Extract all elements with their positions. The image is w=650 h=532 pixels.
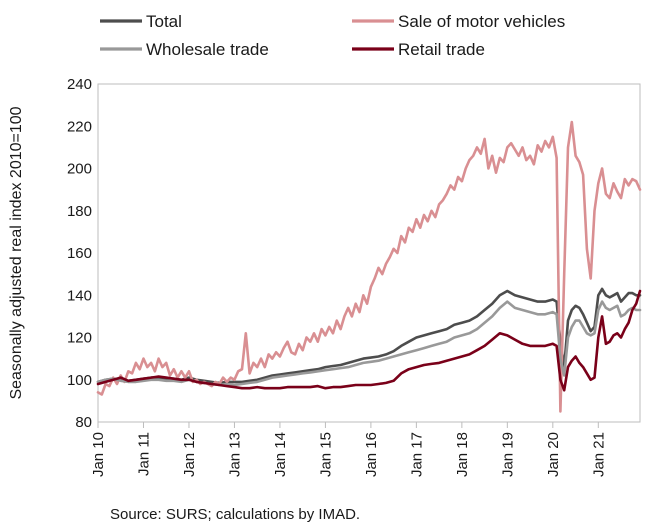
x-tick-label: Jan 14 xyxy=(272,432,289,477)
y-tick-label: 220 xyxy=(67,118,92,135)
x-tick-label: Jan 21 xyxy=(590,432,607,477)
x-tick-label: Jan 10 xyxy=(90,432,107,477)
legend-label: Sale of motor vehicles xyxy=(398,12,565,31)
x-tick-label: Jan 13 xyxy=(226,432,243,477)
y-axis-title: Seasonally adjusted real index 2010=100 xyxy=(8,106,25,399)
y-tick-label: 120 xyxy=(67,330,92,347)
y-tick-label: 200 xyxy=(67,161,92,178)
y-tick-label: 240 xyxy=(67,76,92,93)
x-tick-label: Jan 11 xyxy=(135,432,152,476)
x-tick-label: Jan 12 xyxy=(181,432,198,477)
plot-area-frame xyxy=(97,83,641,423)
series-line-total xyxy=(96,287,642,385)
x-tick-label: Jan 19 xyxy=(499,432,516,477)
x-tick-label: Jan 17 xyxy=(408,432,425,477)
x-tick-label: Jan 15 xyxy=(317,432,334,477)
x-tick-label: Jan 18 xyxy=(454,432,471,477)
series-line-retail-trade xyxy=(96,289,642,392)
legend-label: Retail trade xyxy=(398,40,485,59)
legend-label: Total xyxy=(146,12,182,31)
y-tick-label: 100 xyxy=(67,372,92,389)
source-note: Source: SURS; calculations by IMAD. xyxy=(110,506,361,523)
y-tick-label: 160 xyxy=(67,245,92,262)
series-line-sale-of-motor-vehicles xyxy=(96,120,642,413)
y-tick-label: 180 xyxy=(67,203,92,220)
x-tick-label: Jan 16 xyxy=(363,432,380,477)
y-tick-label: 80 xyxy=(75,414,92,431)
x-tick-label: Jan 20 xyxy=(545,432,562,477)
legend-label: Wholesale trade xyxy=(146,40,269,59)
y-tick-label: 140 xyxy=(67,287,92,304)
